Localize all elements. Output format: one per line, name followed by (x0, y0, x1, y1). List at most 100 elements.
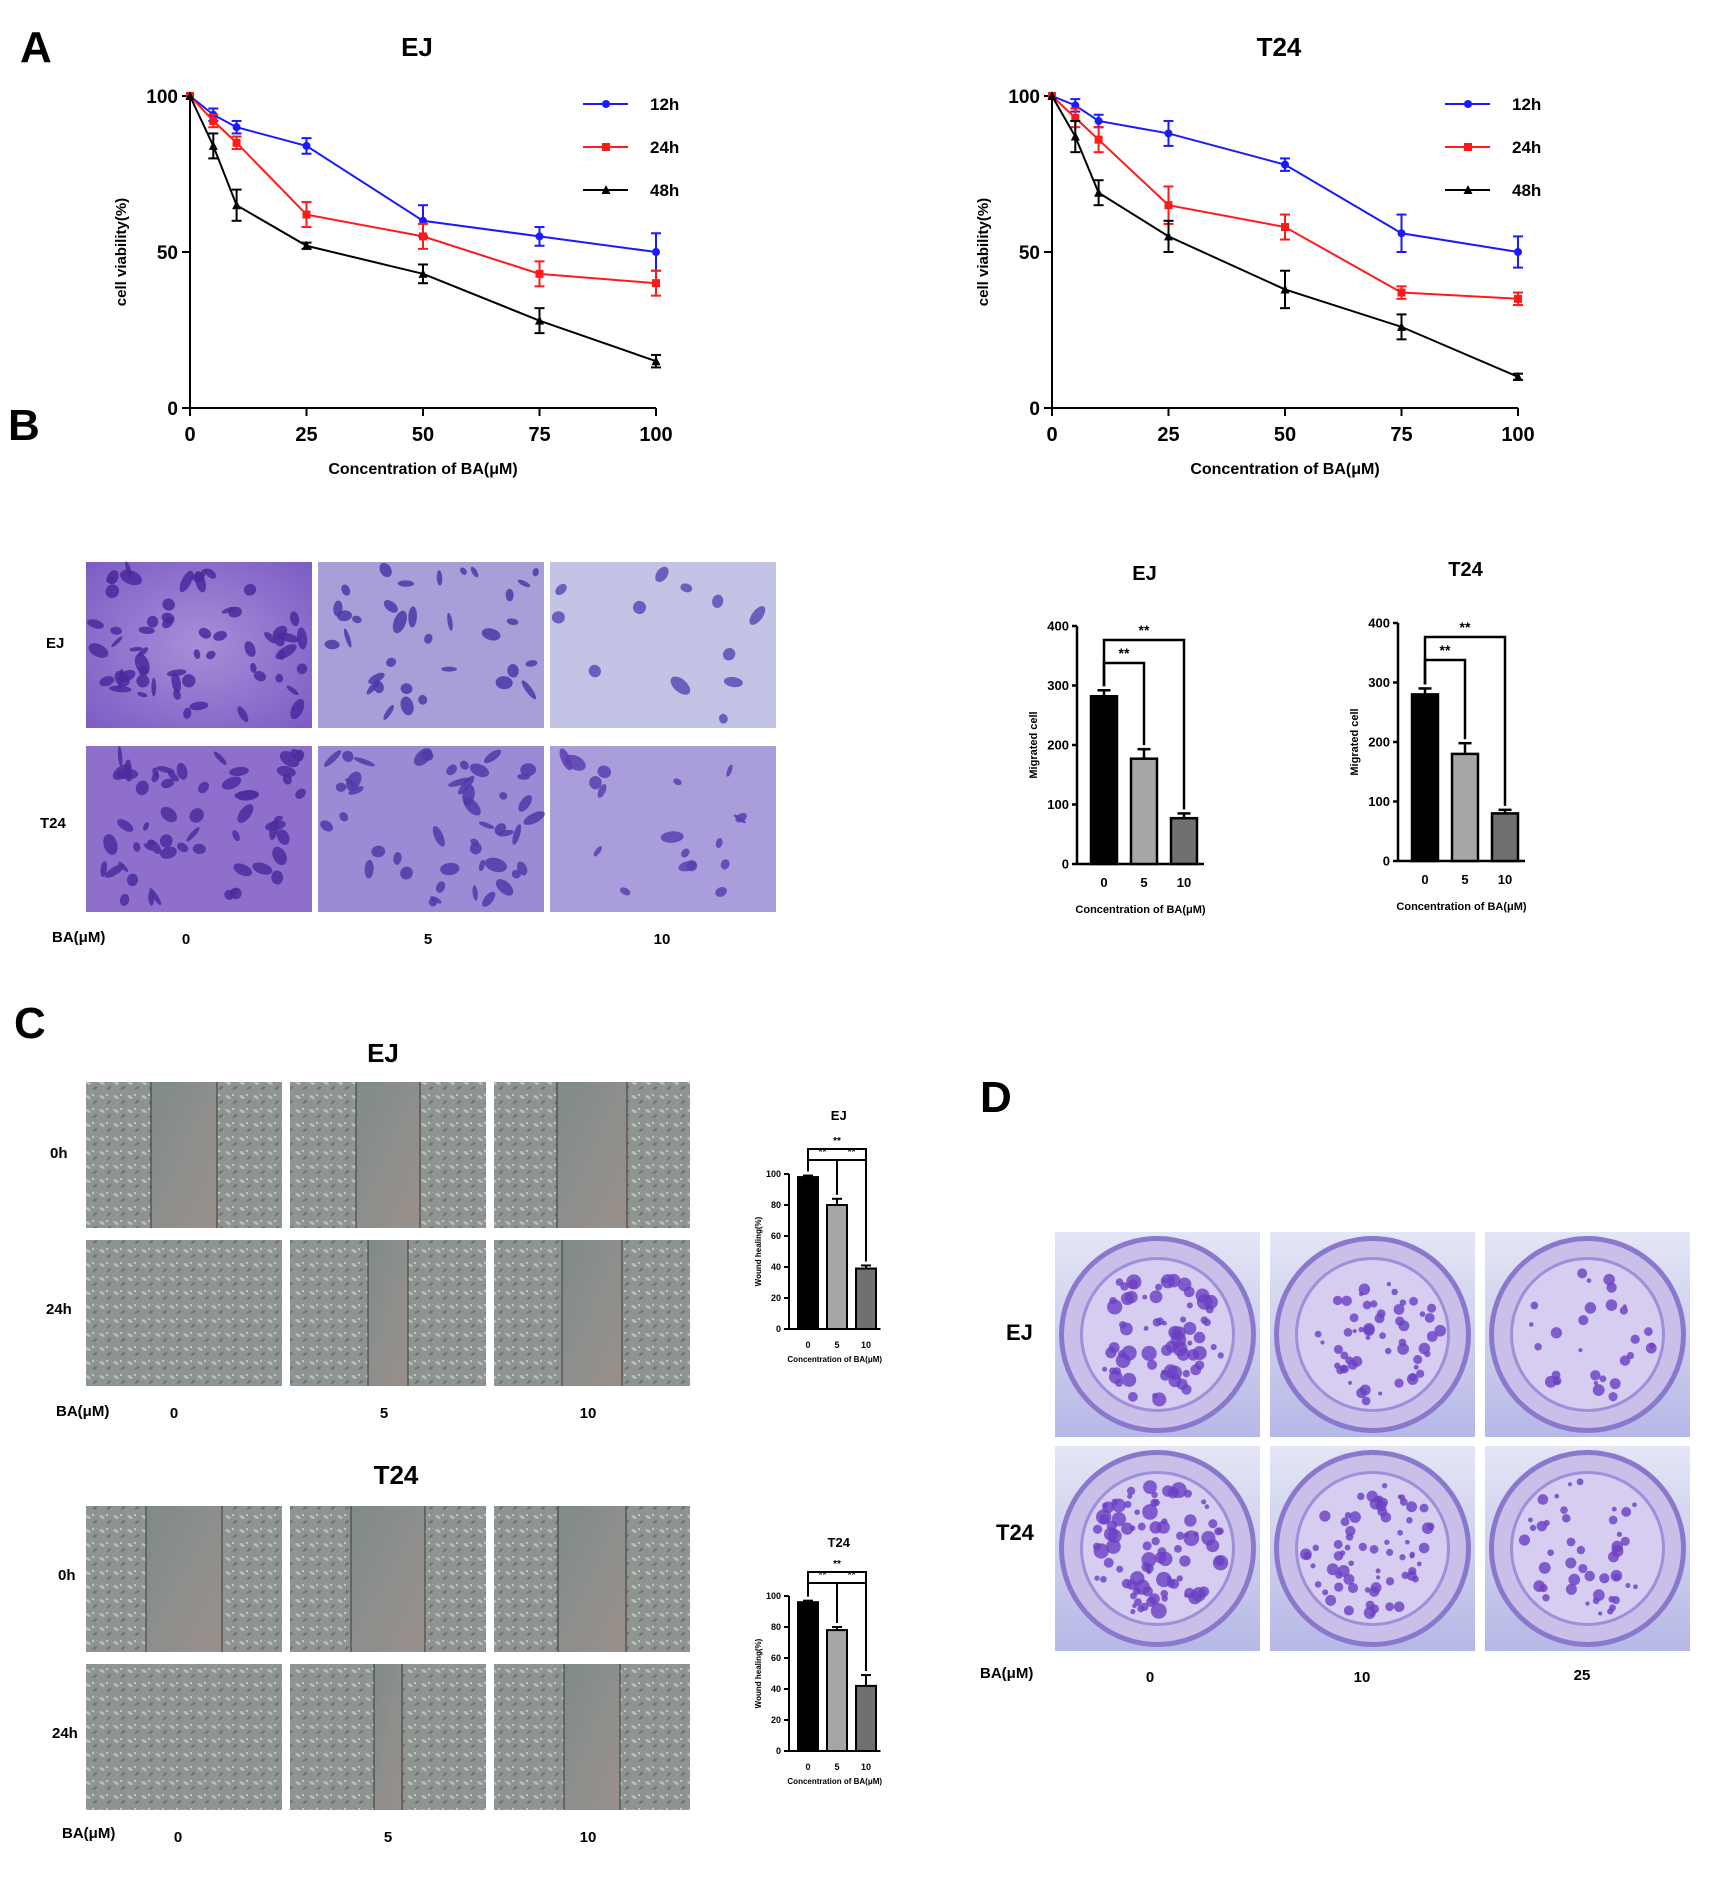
x-tick-label: 0 (184, 424, 195, 446)
stained-cell (88, 643, 109, 658)
data-point (535, 315, 544, 325)
colony (1352, 1328, 1357, 1334)
colony (1534, 1343, 1542, 1351)
colony (1565, 1557, 1577, 1569)
colony (1184, 1514, 1197, 1527)
colony (1405, 1539, 1410, 1545)
stained-cell (197, 568, 207, 582)
x-tick-label: 10 (861, 1762, 871, 1772)
legend-label: 12h (1512, 95, 1541, 114)
colony (1319, 1510, 1331, 1522)
stained-cell (183, 707, 192, 719)
colony-image-grid: EJ T24 BA(μM) 0 10 25 (980, 1232, 1690, 1686)
colony (1384, 1539, 1390, 1545)
stained-cell (286, 685, 299, 696)
stained-cell (680, 583, 693, 593)
stained-cell (189, 701, 209, 711)
dose-label: 5 (384, 1829, 392, 1846)
colony (1130, 1608, 1136, 1615)
stained-cell (160, 846, 177, 859)
stained-cell (118, 861, 129, 872)
colony (1176, 1531, 1185, 1540)
colony (1343, 1328, 1353, 1337)
y-tick-label: 100 (146, 87, 178, 108)
colony (1334, 1362, 1341, 1369)
colony (1552, 1376, 1562, 1386)
stained-cell (105, 584, 120, 599)
stained-cell (125, 561, 133, 579)
colony (1566, 1537, 1576, 1547)
y-tick-label: 40 (771, 1684, 781, 1694)
row-label-t24: T24 (40, 815, 67, 832)
colony (1375, 1568, 1381, 1574)
migration-chart-ej: EJ 0 100 200 300 400 0 5 10 Concentration of BA(μ… (1028, 563, 1206, 916)
stained-cell (712, 594, 724, 609)
wound-image (86, 1664, 282, 1810)
dose-label: 0 (182, 931, 190, 948)
dish-well (1510, 1257, 1665, 1412)
stained-cell (346, 771, 362, 791)
colony (1134, 1509, 1140, 1515)
significance-label: ** (848, 1570, 856, 1581)
colony (1384, 1347, 1392, 1355)
stained-cell (237, 804, 254, 823)
colony (1147, 1359, 1158, 1370)
colony (1357, 1492, 1365, 1501)
data-point (1164, 201, 1173, 210)
colony (1625, 1582, 1631, 1588)
y-tick-label: 0 (167, 399, 178, 420)
stained-cell (160, 806, 178, 823)
colony (1310, 1563, 1316, 1569)
stained-cell (495, 676, 513, 690)
colony (1413, 1355, 1423, 1365)
colony (1103, 1557, 1114, 1568)
colony (1427, 1522, 1435, 1531)
y-tick-label: 100 (1368, 794, 1390, 809)
stained-cell (99, 676, 115, 687)
colony (1106, 1539, 1121, 1554)
colony (1409, 1296, 1418, 1306)
colony (1576, 1478, 1584, 1486)
data-point (1281, 223, 1289, 232)
data-point (1047, 91, 1057, 100)
stained-cell (469, 763, 490, 778)
stained-cell (156, 766, 175, 774)
colony (1130, 1592, 1138, 1600)
bar (1490, 812, 1520, 863)
stained-cell (418, 695, 428, 705)
stained-cell (272, 846, 287, 866)
colony (1427, 1303, 1437, 1313)
colony (1180, 1316, 1187, 1323)
colony (1099, 1514, 1109, 1524)
stained-cell (148, 890, 155, 906)
stained-cell (136, 674, 150, 688)
colony (1393, 1304, 1405, 1315)
stained-cell (507, 663, 519, 678)
colony (1358, 1291, 1364, 1297)
data-point (1094, 135, 1103, 144)
stained-cell (264, 631, 277, 644)
colony (1633, 1584, 1638, 1590)
colony (1408, 1373, 1417, 1382)
colony (1611, 1596, 1620, 1605)
chart-title: EJ (831, 1108, 847, 1123)
colony (1606, 1282, 1617, 1293)
legend-label: 48h (1512, 181, 1541, 200)
colony (1214, 1555, 1225, 1566)
dish-well (1080, 1257, 1235, 1412)
colony (1362, 1300, 1372, 1310)
stained-cell (720, 859, 730, 870)
significance-label: ** (819, 1570, 827, 1581)
legend-label: 48h (650, 181, 679, 200)
stained-cell (213, 751, 227, 765)
chart-title: EJ (1132, 563, 1156, 585)
stained-cell (470, 566, 479, 578)
data-point (1070, 131, 1080, 141)
x-axis-label: Concentration of BA(μM) (1075, 904, 1205, 916)
colony (1399, 1497, 1408, 1506)
y-tick-label: 80 (771, 1200, 781, 1210)
stained-cell (478, 821, 495, 829)
x-tick-label: 25 (1157, 424, 1179, 446)
colony (1187, 1340, 1193, 1346)
stained-cell (352, 615, 362, 624)
